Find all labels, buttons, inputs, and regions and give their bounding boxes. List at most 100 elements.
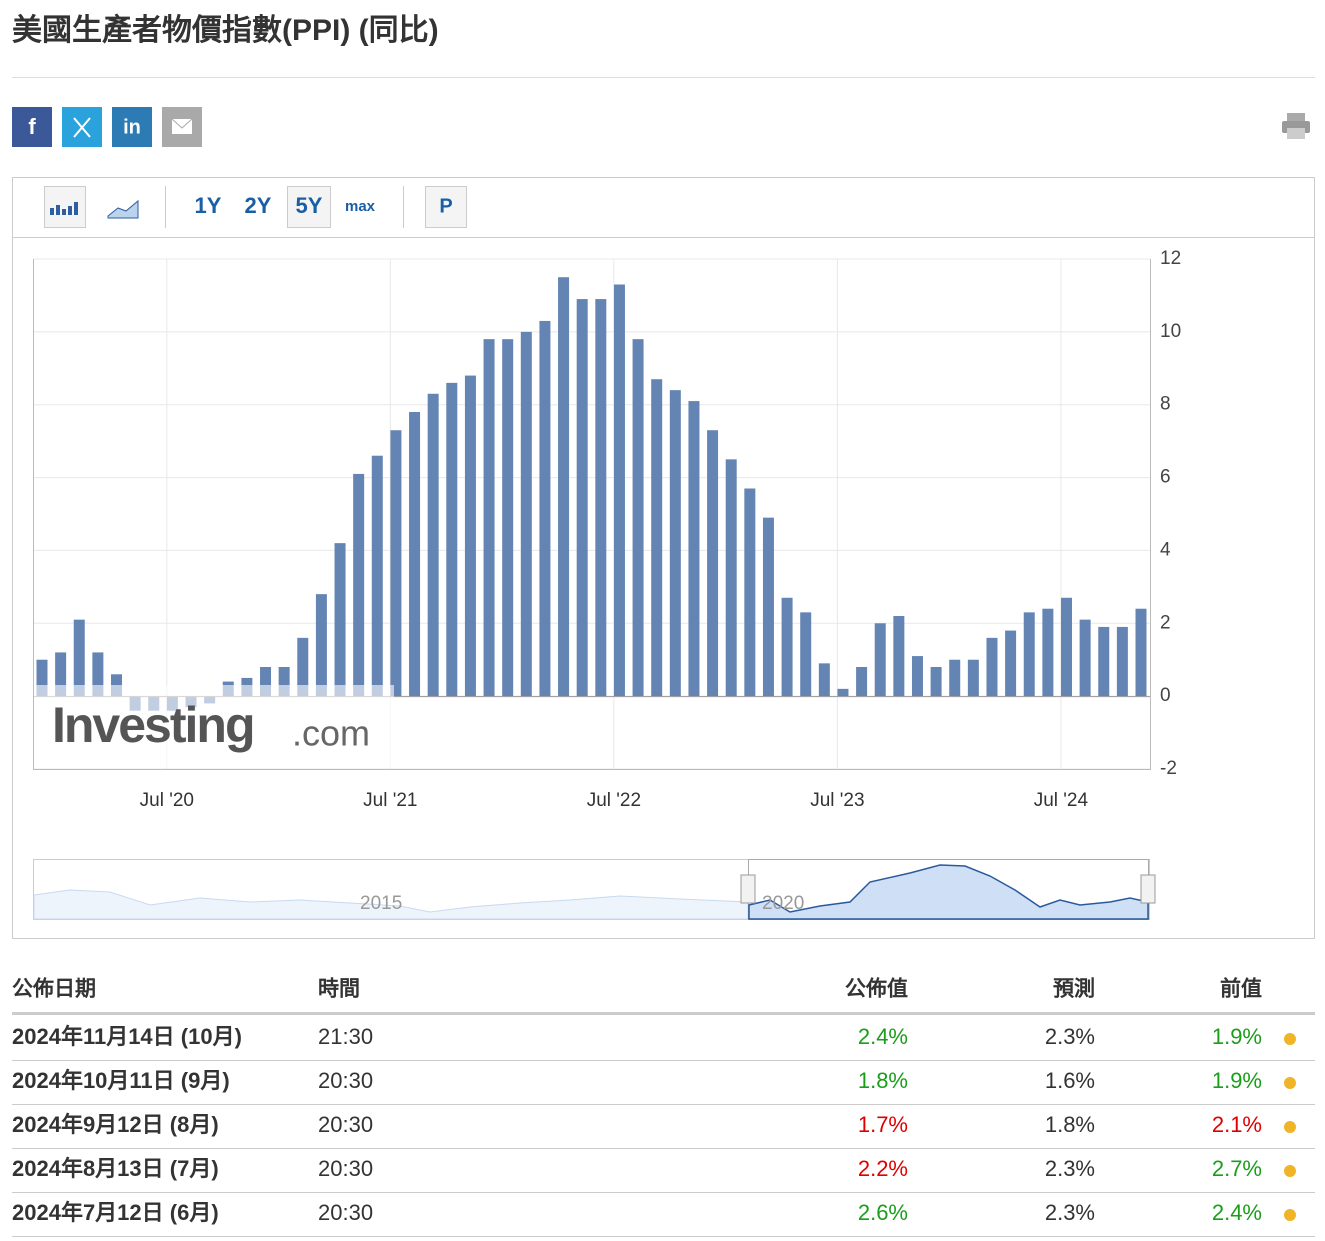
y-tick-label: 0 [1160, 685, 1171, 706]
bar [856, 667, 868, 697]
table-header: 預測 [1053, 978, 1095, 1001]
table-cell: 1.8% [1045, 1112, 1095, 1137]
bar [1098, 626, 1110, 697]
range-button[interactable]: 1Y [195, 193, 222, 218]
bar [651, 379, 663, 697]
bar [837, 688, 849, 697]
bar [874, 623, 886, 697]
table-cell: 21:30 [318, 1024, 373, 1049]
x-glyph [73, 117, 91, 138]
status-dot [1284, 1033, 1296, 1045]
bar [371, 455, 383, 697]
bar [278, 667, 290, 697]
bar [36, 659, 48, 697]
bar-chart-toggle[interactable] [44, 186, 86, 228]
range-button[interactable]: 2Y [245, 193, 272, 218]
bar [762, 517, 774, 697]
status-dot [1284, 1209, 1296, 1221]
bar [576, 299, 588, 697]
navigator-handle[interactable] [740, 874, 756, 904]
table-cell: 2024年8月13日 (7月) [12, 1156, 219, 1181]
table-cell: 2024年11月14日 (10月) [12, 1024, 242, 1049]
table-header: 時間 [318, 977, 360, 1001]
p-button[interactable] [425, 186, 467, 228]
table-cell: 2.2% [858, 1156, 908, 1181]
bar [1060, 597, 1072, 697]
bar [800, 612, 812, 697]
range-selected [287, 186, 331, 228]
bar [949, 659, 961, 697]
table-cell: 1.9% [1212, 1068, 1262, 1093]
table-cell: 2.4% [858, 1024, 908, 1049]
bar [725, 459, 737, 697]
table-cell: 2024年9月12日 (8月) [12, 1112, 219, 1137]
chart-box [12, 177, 1315, 939]
bar [464, 375, 476, 697]
bar [427, 393, 439, 697]
bar [781, 597, 793, 697]
table-cell: 2.6% [858, 1200, 908, 1225]
table-cell: 2.7% [1212, 1156, 1262, 1181]
table-cell: 20:30 [318, 1112, 373, 1137]
bar [595, 299, 607, 697]
print-icon[interactable] [1282, 113, 1310, 139]
x-tick-label: Jul '23 [810, 790, 864, 811]
status-dot [1284, 1121, 1296, 1133]
linkedin-button[interactable] [112, 107, 152, 147]
bar [669, 390, 681, 697]
bar [930, 667, 942, 697]
table-cell: 1.7% [858, 1112, 908, 1137]
x-tick-label: Jul '24 [1034, 790, 1089, 811]
status-dot [1284, 1077, 1296, 1089]
email-flap [171, 118, 193, 129]
email-glyph [172, 119, 192, 134]
y-tick-label: 8 [1160, 394, 1171, 415]
table-header: 公佈日期 [12, 977, 96, 1001]
line-chart-toggle[interactable] [107, 199, 139, 219]
bar-icon [50, 202, 78, 215]
navigator-handle[interactable] [1140, 874, 1156, 904]
bar [1116, 626, 1128, 697]
bar [1079, 619, 1091, 697]
bar [353, 473, 365, 697]
table-cell: 20:30 [318, 1200, 373, 1225]
bar [502, 339, 514, 697]
bar [260, 667, 272, 697]
y-tick-label: 10 [1160, 321, 1181, 342]
status-dot [1284, 1165, 1296, 1177]
facebook-button[interactable] [12, 107, 52, 147]
range-button[interactable]: 5Y [296, 193, 323, 218]
print-top [1287, 113, 1305, 121]
bar [893, 616, 905, 697]
bar [315, 594, 327, 697]
table-cell: 1.9% [1212, 1024, 1262, 1049]
navigator-label: 2015 [360, 893, 402, 914]
table-cell: 20:30 [318, 1156, 373, 1181]
bar [986, 637, 998, 697]
bar [92, 652, 104, 697]
bar [688, 401, 700, 697]
bar [446, 382, 458, 697]
y-tick-label: -2 [1160, 758, 1177, 779]
bar [818, 663, 830, 697]
bar [707, 430, 719, 697]
bar [632, 339, 644, 697]
bar [558, 277, 570, 697]
bar [539, 320, 551, 697]
p-label: P [439, 195, 452, 217]
table-cell: 2.4% [1212, 1200, 1262, 1225]
bar [613, 284, 625, 697]
table-cell: 2024年10月11日 (9月) [12, 1068, 230, 1093]
bar [967, 659, 979, 697]
range-button[interactable]: max [345, 198, 376, 215]
bar [1042, 608, 1054, 697]
y-tick-label: 2 [1160, 612, 1171, 633]
bar [1135, 608, 1147, 697]
bar [55, 652, 67, 697]
bar [73, 619, 85, 697]
bar [390, 430, 402, 697]
y-tick-label: 12 [1160, 248, 1181, 269]
navigator-label: 2020 [762, 893, 804, 914]
table-cell: 2.3% [1045, 1200, 1095, 1225]
x-tick-label: Jul '21 [363, 790, 417, 811]
